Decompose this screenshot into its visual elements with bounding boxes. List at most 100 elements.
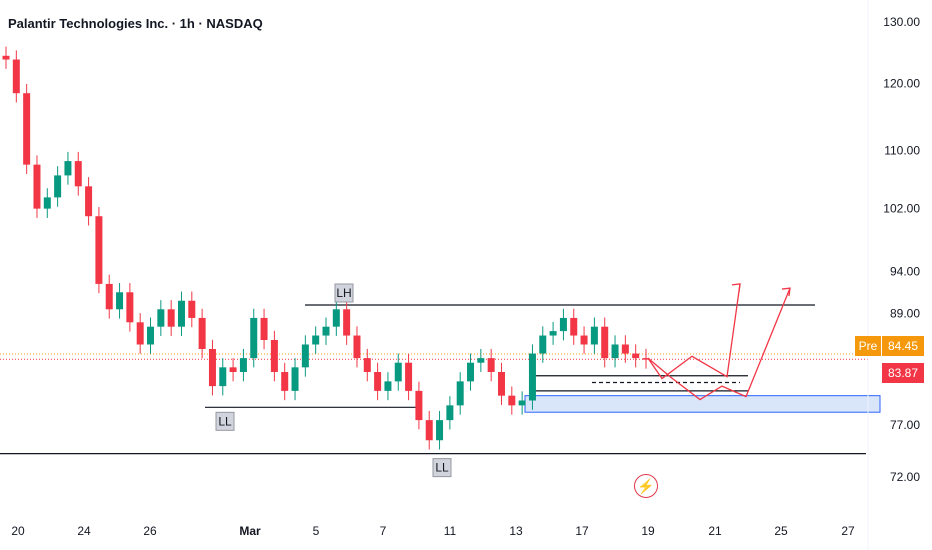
candle-body [116, 292, 124, 310]
candle-body [270, 340, 278, 372]
candle-body [590, 326, 598, 345]
candle-body [281, 371, 289, 391]
x-tick-label: 25 [774, 524, 788, 538]
candle-body [126, 292, 134, 323]
x-tick-label: 21 [708, 524, 722, 538]
candle-body [632, 353, 640, 359]
candle-body [415, 390, 423, 421]
candle-body [580, 335, 588, 345]
candle-body [95, 216, 103, 284]
candle-body [497, 371, 505, 396]
candle-body [601, 326, 609, 359]
candle-body [74, 161, 82, 187]
x-tick-label: 17 [575, 524, 589, 538]
candle-body [291, 367, 299, 391]
candle-body [559, 317, 567, 332]
y-tick-label: 130.00 [883, 15, 920, 29]
x-tick-label: Mar [239, 524, 261, 538]
candle-body [332, 309, 340, 327]
candle-body [312, 335, 320, 345]
candle-body [85, 186, 93, 217]
candle-body [518, 400, 526, 406]
candle-body [642, 358, 650, 360]
premarket-price-tag: 84.45 [882, 336, 924, 356]
x-tick-label: 26 [143, 524, 157, 538]
candle-body [528, 353, 536, 401]
candle-body [188, 300, 196, 318]
premarket-label: Pre [855, 336, 881, 356]
candle-body [477, 358, 485, 363]
candle-body [147, 326, 155, 345]
candle-body [508, 395, 516, 406]
projection-path [647, 283, 741, 380]
candle-body [436, 420, 444, 441]
x-tick-label: 24 [77, 524, 91, 538]
candle-body [425, 420, 433, 441]
pivot-label-box [432, 458, 452, 478]
candle-body [301, 344, 309, 368]
candle-body [539, 335, 547, 354]
candle-body [54, 175, 62, 198]
candle-body [621, 344, 629, 354]
y-tick-label: 102.00 [883, 202, 920, 216]
y-tick-label: 89.00 [890, 307, 920, 321]
candle-body [157, 309, 165, 327]
candle-body [105, 283, 113, 310]
candle-body [219, 367, 227, 387]
candle-body [23, 93, 31, 165]
candle-body [384, 381, 392, 391]
candle-body [353, 335, 361, 359]
candle-body [405, 362, 413, 391]
candle-body [322, 326, 330, 336]
candle-body [43, 197, 51, 209]
candle-body [12, 59, 20, 94]
projection-arrowhead [731, 283, 741, 292]
y-tick-label: 110.00 [884, 144, 920, 158]
candle-body [487, 358, 495, 372]
x-tick-label: 19 [641, 524, 655, 538]
lightning-icon[interactable]: ⚡ [634, 474, 658, 498]
candle-body [136, 322, 144, 345]
candle-body [394, 362, 402, 382]
pivot-label: LL [218, 414, 232, 428]
candle-body [446, 405, 454, 421]
candle-body [2, 55, 10, 60]
candle-body [229, 367, 237, 372]
pivot-label-box [215, 411, 235, 431]
pivot-label: LH [336, 286, 351, 300]
x-tick-label: 27 [841, 524, 855, 538]
chart-title: Palantir Technologies Inc. · 1h · NASDAQ [8, 16, 263, 31]
x-tick-label: 20 [11, 524, 25, 538]
candle-body [64, 161, 72, 176]
candle-body [467, 362, 475, 382]
candle-body [611, 344, 619, 359]
projection-path [647, 287, 791, 401]
x-tick-label: 11 [444, 524, 457, 538]
y-tick-label: 120.00 [883, 77, 920, 91]
candle-body [343, 309, 351, 336]
y-tick-label: 77.00 [890, 418, 920, 432]
candle-body [239, 358, 247, 372]
candle-body [260, 317, 268, 341]
candle-body [167, 309, 175, 327]
projection-arrowhead [781, 287, 791, 297]
x-tick-label: 7 [380, 524, 387, 538]
y-tick-label: 72.00 [890, 470, 920, 484]
last-price-tag: 83.87 [882, 363, 924, 383]
candle-body [250, 317, 258, 359]
candle-body [33, 164, 41, 209]
pivot-label: LL [435, 461, 449, 475]
candle-body [198, 317, 206, 350]
x-tick-label: 5 [313, 524, 320, 538]
candle-body [374, 371, 382, 391]
candle-body [549, 331, 557, 336]
candle-body [570, 317, 578, 336]
y-tick-label: 94.00 [890, 265, 920, 279]
candle-body [177, 300, 185, 327]
candle-body [208, 349, 216, 387]
pivot-label-box [334, 283, 354, 303]
x-tick-label: 13 [509, 524, 523, 538]
candle-body [363, 358, 371, 372]
